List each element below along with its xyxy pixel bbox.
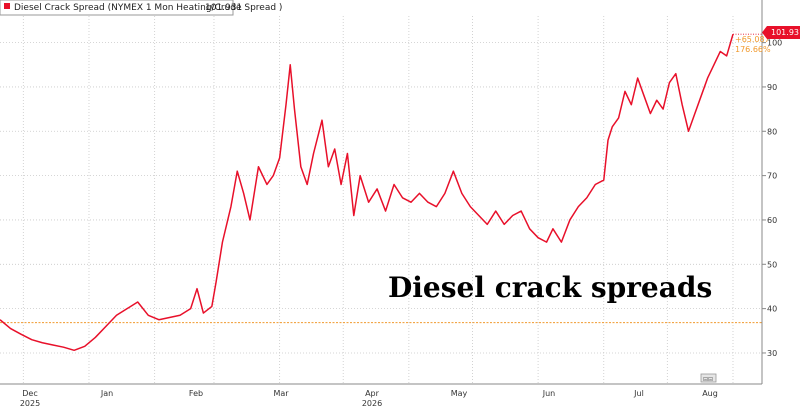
x-tick-label: Feb [189,389,203,398]
legend: Diesel Crack Spread (NYMEX 1 Mon Heating… [0,0,282,16]
x-tick-label: Jan [100,389,113,398]
label-layer: Diesel crack spreads +65.087 176.66% [388,35,771,304]
x-tick-label: Mar [273,389,289,398]
y-tick-label: 100 [767,39,782,48]
y-tick-label: 80 [767,127,777,136]
zoom-icon-frame [700,373,717,383]
grid-layer [0,16,762,384]
y-tick-label: 50 [767,260,777,269]
x-year-label: 2025 [20,399,40,408]
x-tick-label: Aug [702,389,718,398]
y-tick-label: 40 [767,305,777,314]
legend-swatch-icon [4,3,10,9]
last-price-text: 101.931 [771,28,800,37]
series-line [0,33,734,352]
last-price-tag-bg [762,26,800,39]
zoom-icon-glyph: ⊟⊟ [703,376,713,383]
x-tick-label: Apr [365,389,380,398]
y-tick-label: 60 [767,216,777,225]
y-tick-label: 90 [767,83,777,92]
x-year-label: 2026 [362,399,382,408]
legend-series-label: Diesel Crack Spread (NYMEX 1 Mon Heating… [14,3,282,13]
y-tick-label: 30 [767,349,777,358]
x-tick-label: Dec [22,389,37,398]
series-layer [0,33,762,352]
legend-last-value: 101.931 [205,3,242,13]
x-tick-label: Jun [542,389,556,398]
change-value-label: +65.087 [735,35,770,44]
last-price-tag: 101.931 [762,26,800,39]
legend-box [0,0,234,16]
zoom-icon[interactable]: ⊟⊟ [700,373,717,383]
chart-annotation: Diesel crack spreads [388,271,712,304]
y-tick-label: 70 [767,172,777,181]
x-tick-label: Jul [633,389,644,398]
x-tick-label: May [451,389,468,398]
change-percent-label: 176.66% [735,45,771,54]
